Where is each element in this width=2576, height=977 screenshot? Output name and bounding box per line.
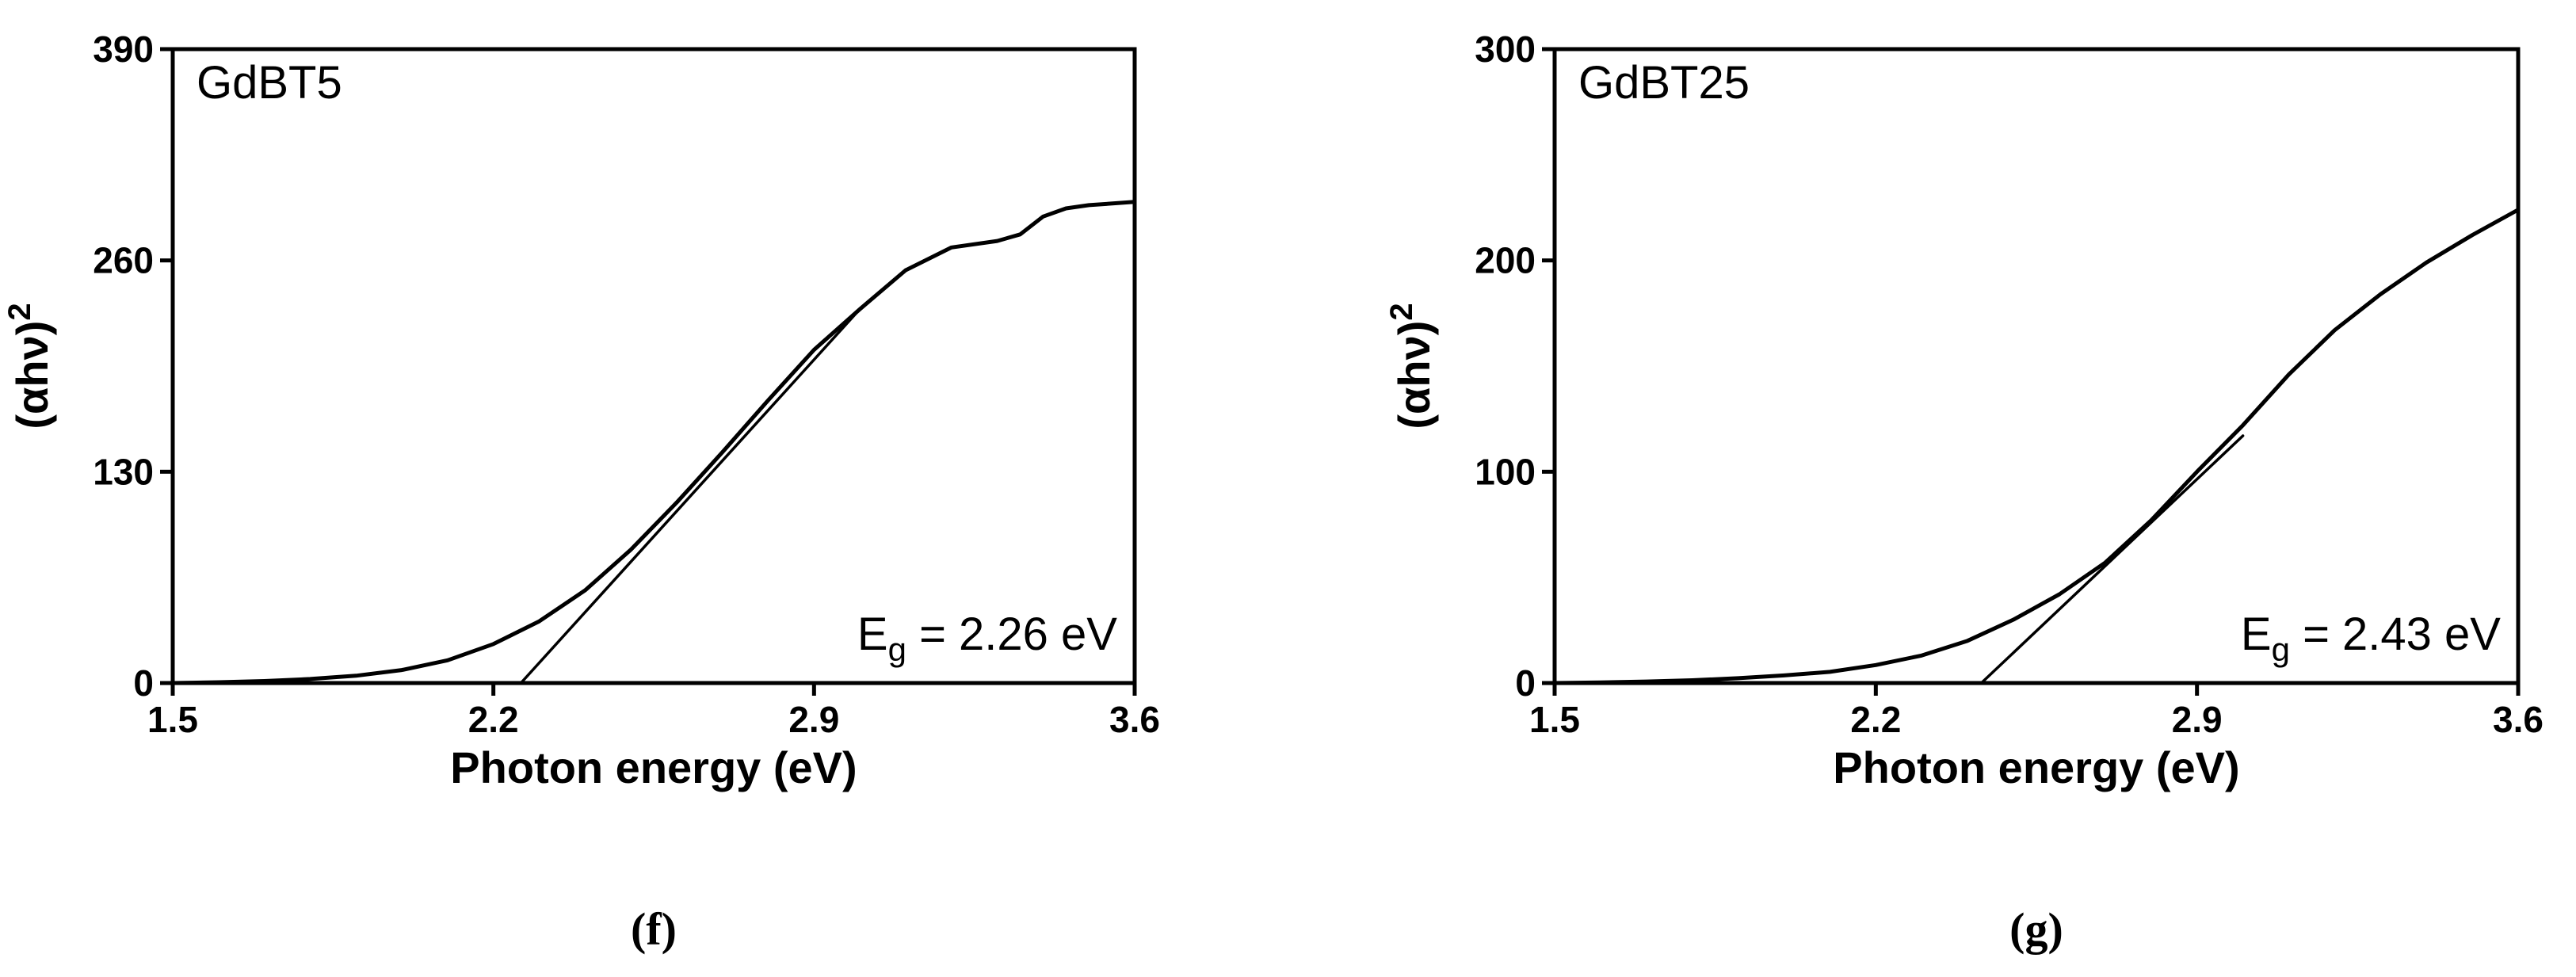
y-tick-label: 130 [93,451,154,492]
x-tick-label: 2.2 [468,699,519,740]
band-gap-subscript: g [2272,631,2290,668]
band-gap-value: = 2.43 eV [2290,609,2501,660]
x-tick-label: 2.9 [788,699,839,740]
x-tick-label: 3.6 [2493,699,2544,740]
x-tick-label: 3.6 [1109,699,1160,740]
panel-label: (g) [2009,903,2063,955]
x-tick-label: 2.9 [2172,699,2223,740]
y-tick-label: 390 [93,29,154,70]
y-tick-label: 260 [93,240,154,281]
absorption-curve [1552,208,2521,685]
x-tick-label: 1.5 [1529,699,1580,740]
y-axis-title-text: (αhν) [7,321,57,429]
plot-frame [170,47,1137,685]
band-gap-label: Eg = 2.26 eV [857,609,1117,668]
panel-label: (f) [631,903,677,955]
x-axis-title: Photon energy (eV) [1833,742,2239,792]
x-tick-label: 2.2 [1850,699,1901,740]
panel-g: 1.5 2.2 2.9 3.6 0 100 200 300 Photon energy (eV)… [1384,29,2544,955]
panel-f: 1.5 2.2 2.9 3.6 0 130 260 390 Photon energy (eV)… [2,29,1160,955]
y-tick-label: 200 [1475,240,1536,281]
plot-frame [1552,47,2521,685]
y-tick-label: 0 [1515,662,1536,704]
sample-label: GdBT5 [197,57,342,109]
band-gap-label: Eg = 2.43 eV [2241,609,2501,668]
y-axis-title-text: (αhν) [1389,321,1439,429]
y-tick-label: 300 [1475,29,1536,70]
band-gap-symbol: E [857,609,888,660]
y-tick-label: 0 [133,662,154,704]
tangent-line [519,307,861,685]
tangent-line [1979,434,2245,685]
y-axis-title-superscript: 2 [2,303,37,320]
sample-label: GdBT25 [1578,57,1750,109]
band-gap-value: = 2.26 eV [906,609,1117,660]
x-tick-label: 1.5 [147,699,198,740]
y-axis-title: (αhν)2 [1384,303,1439,429]
y-tick-label: 100 [1475,451,1536,492]
y-axis-title-superscript: 2 [1384,303,1419,320]
band-gap-subscript: g [888,631,906,668]
absorption-curve [170,200,1137,685]
band-gap-symbol: E [2241,609,2272,660]
y-axis-title: (αhν)2 [2,303,57,429]
x-axis-title: Photon energy (eV) [450,742,857,792]
